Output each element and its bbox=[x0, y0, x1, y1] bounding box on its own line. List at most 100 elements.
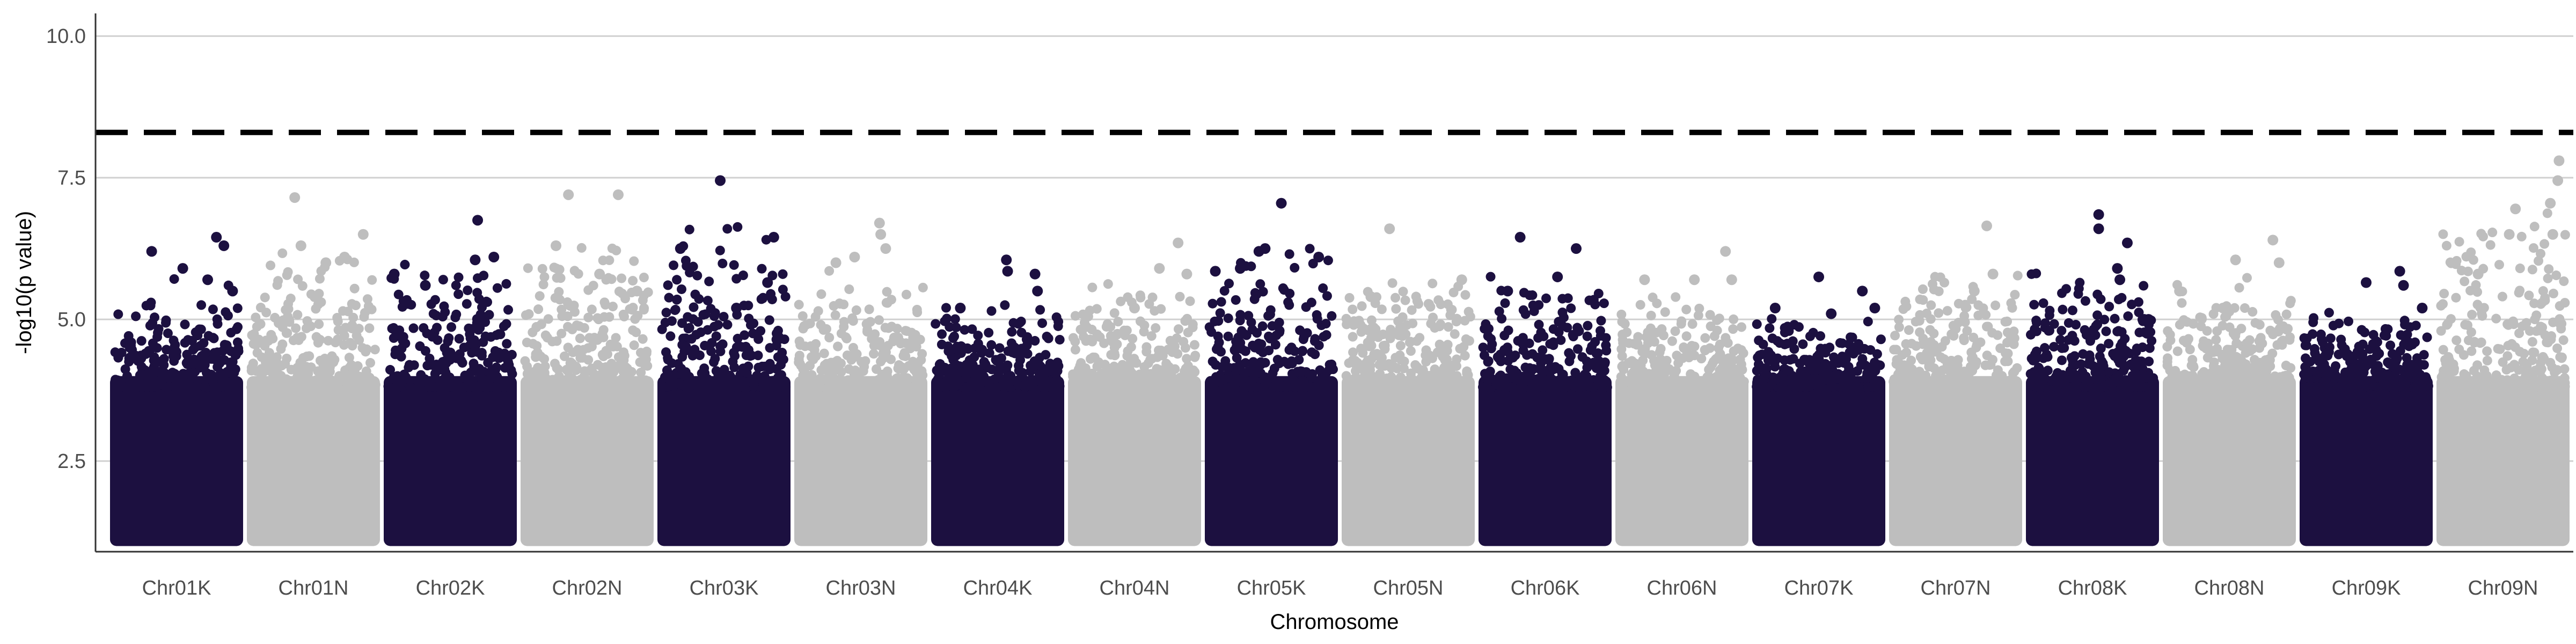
point-cloud-body bbox=[1205, 376, 1338, 546]
data-point bbox=[182, 359, 193, 369]
data-point bbox=[1616, 309, 1627, 319]
data-point bbox=[2542, 208, 2552, 218]
data-point bbox=[1566, 303, 1576, 313]
data-point bbox=[2104, 339, 2114, 349]
data-point bbox=[1318, 283, 1328, 294]
data-point bbox=[122, 371, 132, 381]
data-point bbox=[677, 318, 687, 328]
data-point bbox=[507, 369, 517, 379]
data-point bbox=[684, 323, 694, 333]
data-point bbox=[1235, 310, 1246, 320]
data-point bbox=[2477, 311, 2487, 321]
data-point bbox=[539, 372, 550, 382]
data-point bbox=[1182, 354, 1192, 364]
data-point bbox=[1972, 340, 1982, 350]
data-point bbox=[260, 292, 270, 303]
data-point bbox=[1465, 312, 1475, 322]
data-point bbox=[316, 266, 326, 276]
data-point bbox=[146, 246, 157, 257]
data-point bbox=[2183, 335, 2193, 346]
data-point bbox=[125, 382, 135, 392]
data-point bbox=[295, 240, 306, 251]
data-point bbox=[1391, 292, 1401, 303]
data-point bbox=[1433, 295, 1444, 305]
data-point bbox=[1891, 345, 1901, 355]
data-point bbox=[2026, 380, 2036, 391]
data-point bbox=[2310, 348, 2320, 358]
data-point bbox=[753, 350, 763, 361]
data-point bbox=[757, 264, 767, 274]
data-point bbox=[1327, 311, 1337, 321]
data-point bbox=[2188, 319, 2198, 329]
data-point bbox=[2399, 316, 2410, 326]
data-point bbox=[365, 358, 376, 368]
data-point bbox=[557, 328, 567, 339]
data-point bbox=[1993, 365, 2003, 375]
data-point bbox=[2166, 378, 2176, 389]
data-point bbox=[2475, 303, 2485, 313]
data-point bbox=[2537, 373, 2548, 383]
data-point bbox=[1144, 299, 1154, 309]
data-point bbox=[870, 329, 880, 339]
data-point bbox=[1915, 294, 1925, 304]
data-point bbox=[1729, 346, 1739, 356]
data-point bbox=[844, 284, 854, 294]
data-point bbox=[2529, 222, 2540, 232]
data-point bbox=[644, 380, 654, 390]
data-point bbox=[2324, 308, 2334, 318]
data-point bbox=[2143, 314, 2154, 325]
data-point bbox=[949, 331, 960, 341]
data-point bbox=[1083, 368, 1093, 378]
data-point bbox=[1811, 357, 1821, 367]
data-point bbox=[492, 283, 502, 293]
data-point bbox=[506, 382, 516, 392]
data-point bbox=[1924, 362, 1934, 372]
data-point bbox=[2104, 367, 2114, 377]
data-point bbox=[1657, 364, 1667, 374]
data-point bbox=[2438, 229, 2448, 239]
data-point bbox=[715, 245, 725, 255]
data-point bbox=[123, 331, 134, 341]
point-cloud-body bbox=[1342, 376, 1475, 546]
data-point bbox=[641, 354, 651, 364]
data-point bbox=[2552, 343, 2563, 353]
data-point bbox=[1230, 364, 1240, 374]
data-point bbox=[587, 304, 597, 314]
data-point bbox=[1721, 374, 1731, 384]
data-point bbox=[2220, 312, 2230, 322]
data-point bbox=[1236, 326, 1247, 336]
data-point bbox=[1224, 279, 1234, 289]
data-point bbox=[959, 367, 969, 377]
data-point bbox=[733, 222, 743, 232]
x-tick-label: Chr04N bbox=[1100, 577, 1170, 599]
data-point bbox=[1141, 342, 1152, 352]
data-point bbox=[409, 360, 419, 370]
data-point bbox=[474, 294, 484, 304]
data-point bbox=[2044, 310, 2054, 320]
data-point bbox=[136, 362, 147, 372]
data-point bbox=[462, 299, 472, 309]
chromosome-Chr06K bbox=[1478, 232, 1612, 546]
data-point bbox=[576, 243, 587, 253]
data-point bbox=[618, 366, 628, 376]
data-point bbox=[2421, 372, 2431, 382]
data-point bbox=[314, 319, 324, 330]
data-point bbox=[1959, 335, 1969, 346]
data-point bbox=[522, 338, 532, 348]
data-point bbox=[252, 348, 262, 358]
data-point bbox=[569, 307, 580, 317]
data-point bbox=[2557, 352, 2567, 362]
data-point bbox=[1050, 377, 1060, 387]
data-point bbox=[778, 269, 788, 279]
data-point bbox=[1460, 379, 1470, 389]
data-point bbox=[226, 327, 236, 338]
data-point bbox=[503, 305, 513, 315]
data-point bbox=[1901, 347, 1912, 357]
data-point bbox=[2202, 326, 2212, 336]
data-point bbox=[503, 357, 513, 367]
data-point bbox=[2055, 334, 2066, 345]
data-point bbox=[2224, 359, 2234, 369]
data-point bbox=[823, 364, 833, 375]
